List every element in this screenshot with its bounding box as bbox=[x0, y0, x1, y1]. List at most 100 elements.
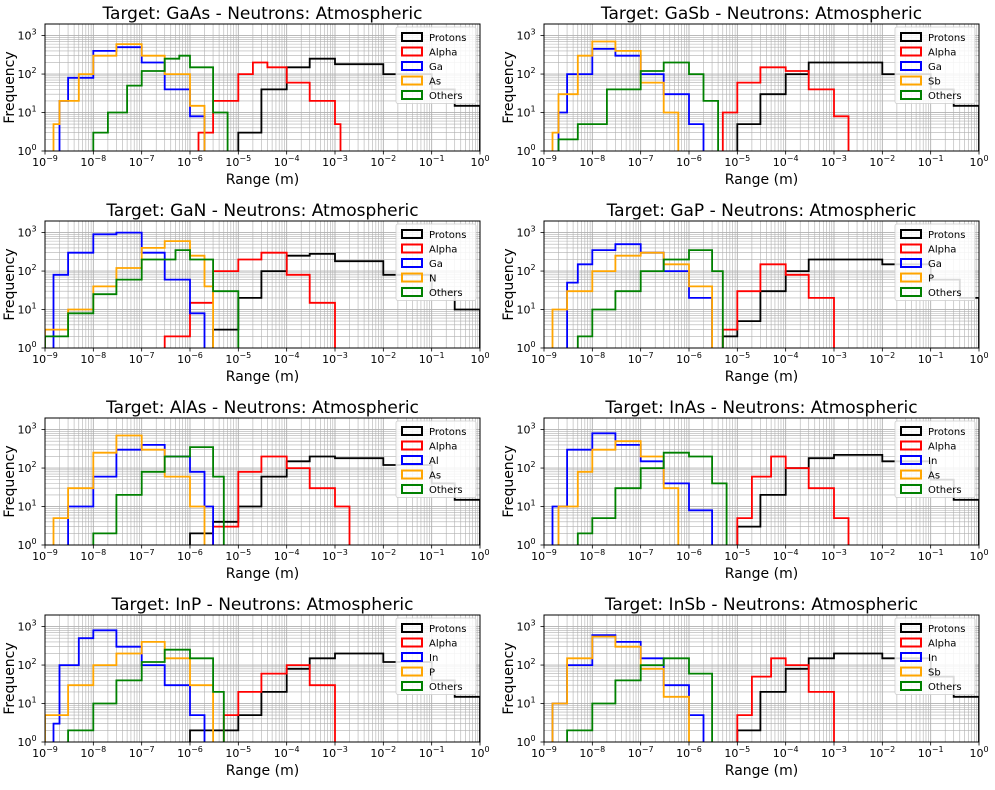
legend-label: Protons bbox=[928, 427, 965, 438]
x-tick-label: 100 bbox=[470, 351, 489, 366]
chart-svg: 10−9 10−8 10−7 10−6 10−5 10−4 10−3 10−2 10−1 100 1… bbox=[501, 398, 989, 582]
legend-label: Ga bbox=[928, 62, 942, 73]
series-line-others bbox=[45, 249, 240, 348]
x-tick-label: 10−5 bbox=[724, 745, 750, 760]
x-axis-label: Range (m) bbox=[725, 172, 798, 188]
axes-frame bbox=[44, 220, 481, 349]
legend-label: Alpha bbox=[928, 442, 956, 453]
x-tick-label: 10−2 bbox=[869, 351, 895, 366]
x-tick-label: 10−4 bbox=[773, 154, 799, 169]
legend-label: Others bbox=[928, 682, 962, 693]
x-tick-label: 10−6 bbox=[177, 745, 203, 760]
x-tick-label: 10−4 bbox=[274, 548, 300, 563]
series-line-as bbox=[557, 440, 680, 545]
chart-title: Target: InSb - Neutrons: Atmospheric bbox=[604, 595, 918, 615]
x-axis-label: Range (m) bbox=[226, 566, 299, 582]
y-tick-label: 100 bbox=[17, 143, 36, 158]
legend-swatch bbox=[401, 426, 423, 436]
x-tick-label: 10−8 bbox=[579, 351, 605, 366]
x-tick-label: 10−9 bbox=[531, 154, 557, 169]
legend-swatch bbox=[900, 272, 922, 283]
legend-swatch bbox=[401, 61, 423, 71]
y-tick-label: 103 bbox=[17, 619, 36, 634]
legend-swatch bbox=[900, 229, 922, 239]
legend-label: Protons bbox=[928, 624, 965, 635]
x-tick-label: 10−1 bbox=[918, 548, 944, 563]
x-tick-label: 10−1 bbox=[918, 154, 944, 169]
legend-swatch bbox=[401, 258, 423, 268]
legend-swatch bbox=[401, 32, 423, 42]
x-tick-label: 10−6 bbox=[676, 351, 702, 366]
legend: Protons Alpha Ga N Others bbox=[395, 223, 477, 301]
series-group bbox=[551, 40, 979, 151]
chart-title: Target: GaAs - Neutrons: Atmospheric bbox=[101, 4, 422, 24]
legend-swatch bbox=[900, 287, 922, 297]
x-tick-label: 10−9 bbox=[32, 351, 58, 366]
y-tick-label: 100 bbox=[17, 340, 36, 355]
x-tick-label: 10−5 bbox=[724, 351, 750, 366]
legend-label: Protons bbox=[928, 230, 965, 241]
chart-panel: 10−9 10−8 10−7 10−6 10−5 10−4 10−3 10−2 10−1 100 1… bbox=[0, 197, 497, 394]
legend-swatch bbox=[900, 637, 922, 648]
legend-label: Protons bbox=[429, 230, 466, 241]
legend-label: Alpha bbox=[429, 442, 457, 453]
legend-swatch bbox=[900, 652, 922, 662]
x-tick-label: 10−5 bbox=[225, 548, 251, 563]
x-tick-label: 10−2 bbox=[370, 548, 396, 563]
y-tick-label: 102 bbox=[516, 66, 535, 81]
x-tick-label: 100 bbox=[969, 351, 988, 366]
chart-svg: 10−9 10−8 10−7 10−6 10−5 10−4 10−3 10−2 10−1 100 1… bbox=[2, 201, 490, 385]
x-tick-label: 10−2 bbox=[370, 351, 396, 366]
x-tick-label: 10−2 bbox=[370, 154, 396, 169]
series-line-protons bbox=[736, 652, 979, 742]
y-tick-label: 101 bbox=[516, 499, 535, 514]
series-line-in bbox=[52, 629, 206, 742]
y-tick-label: 102 bbox=[17, 66, 36, 81]
legend-label: Ga bbox=[429, 259, 443, 270]
series-line-alpha bbox=[736, 455, 850, 545]
x-tick-label: 10−4 bbox=[274, 154, 300, 169]
chart-svg: 10−9 10−8 10−7 10−6 10−5 10−4 10−3 10−2 10−1 100 1… bbox=[2, 4, 490, 188]
x-tick-label: 10−3 bbox=[322, 351, 348, 366]
legend: Protons Alpha In Sb Others bbox=[894, 617, 976, 695]
y-axis-label: Frequency bbox=[2, 642, 18, 714]
x-tick-label: 10−6 bbox=[676, 154, 702, 169]
series-line-alpha bbox=[721, 66, 850, 151]
series-line-alpha bbox=[736, 657, 835, 742]
x-tick-label: 10−7 bbox=[129, 548, 155, 563]
legend-swatch bbox=[900, 681, 922, 691]
legend-label: As bbox=[429, 77, 441, 88]
series-line-sb bbox=[551, 40, 680, 151]
x-tick-label: 10−7 bbox=[129, 351, 155, 366]
y-tick-label: 103 bbox=[516, 422, 535, 437]
chart-panel: 10−9 10−8 10−7 10−6 10−5 10−4 10−3 10−2 10−1 100 1… bbox=[0, 394, 497, 591]
chart-title: Target: GaSb - Neutrons: Atmospheric bbox=[600, 4, 922, 24]
legend-label: Others bbox=[928, 288, 962, 299]
chart-title: Target: GaN - Neutrons: Atmospheric bbox=[105, 201, 418, 221]
y-tick-label: 100 bbox=[516, 734, 535, 749]
y-axis-label: Frequency bbox=[501, 51, 517, 123]
legend-swatch bbox=[900, 484, 922, 494]
x-tick-label: 10−3 bbox=[821, 745, 847, 760]
x-tick-label: 10−8 bbox=[80, 745, 106, 760]
legend-swatch bbox=[401, 637, 423, 648]
x-tick-label: 10−3 bbox=[322, 154, 348, 169]
x-tick-label: 10−1 bbox=[419, 351, 445, 366]
legend-label: In bbox=[429, 653, 438, 664]
x-tick-label: 10−9 bbox=[531, 548, 557, 563]
x-tick-label: 10−8 bbox=[80, 351, 106, 366]
x-tick-label: 10−7 bbox=[129, 745, 155, 760]
series-group bbox=[45, 231, 480, 348]
legend-label: Alpha bbox=[429, 48, 457, 59]
series-line-others bbox=[92, 446, 225, 545]
legend-label: Alpha bbox=[429, 245, 457, 256]
x-tick-label: 10−7 bbox=[129, 154, 155, 169]
x-tick-label: 10−5 bbox=[724, 154, 750, 169]
legend-label: Others bbox=[429, 91, 463, 102]
x-tick-label: 10−8 bbox=[80, 154, 106, 169]
y-axis-label: Frequency bbox=[501, 445, 517, 517]
x-tick-label: 100 bbox=[470, 154, 489, 169]
legend-swatch bbox=[900, 455, 922, 465]
legend-swatch bbox=[401, 652, 423, 662]
legend-label: In bbox=[928, 653, 937, 664]
